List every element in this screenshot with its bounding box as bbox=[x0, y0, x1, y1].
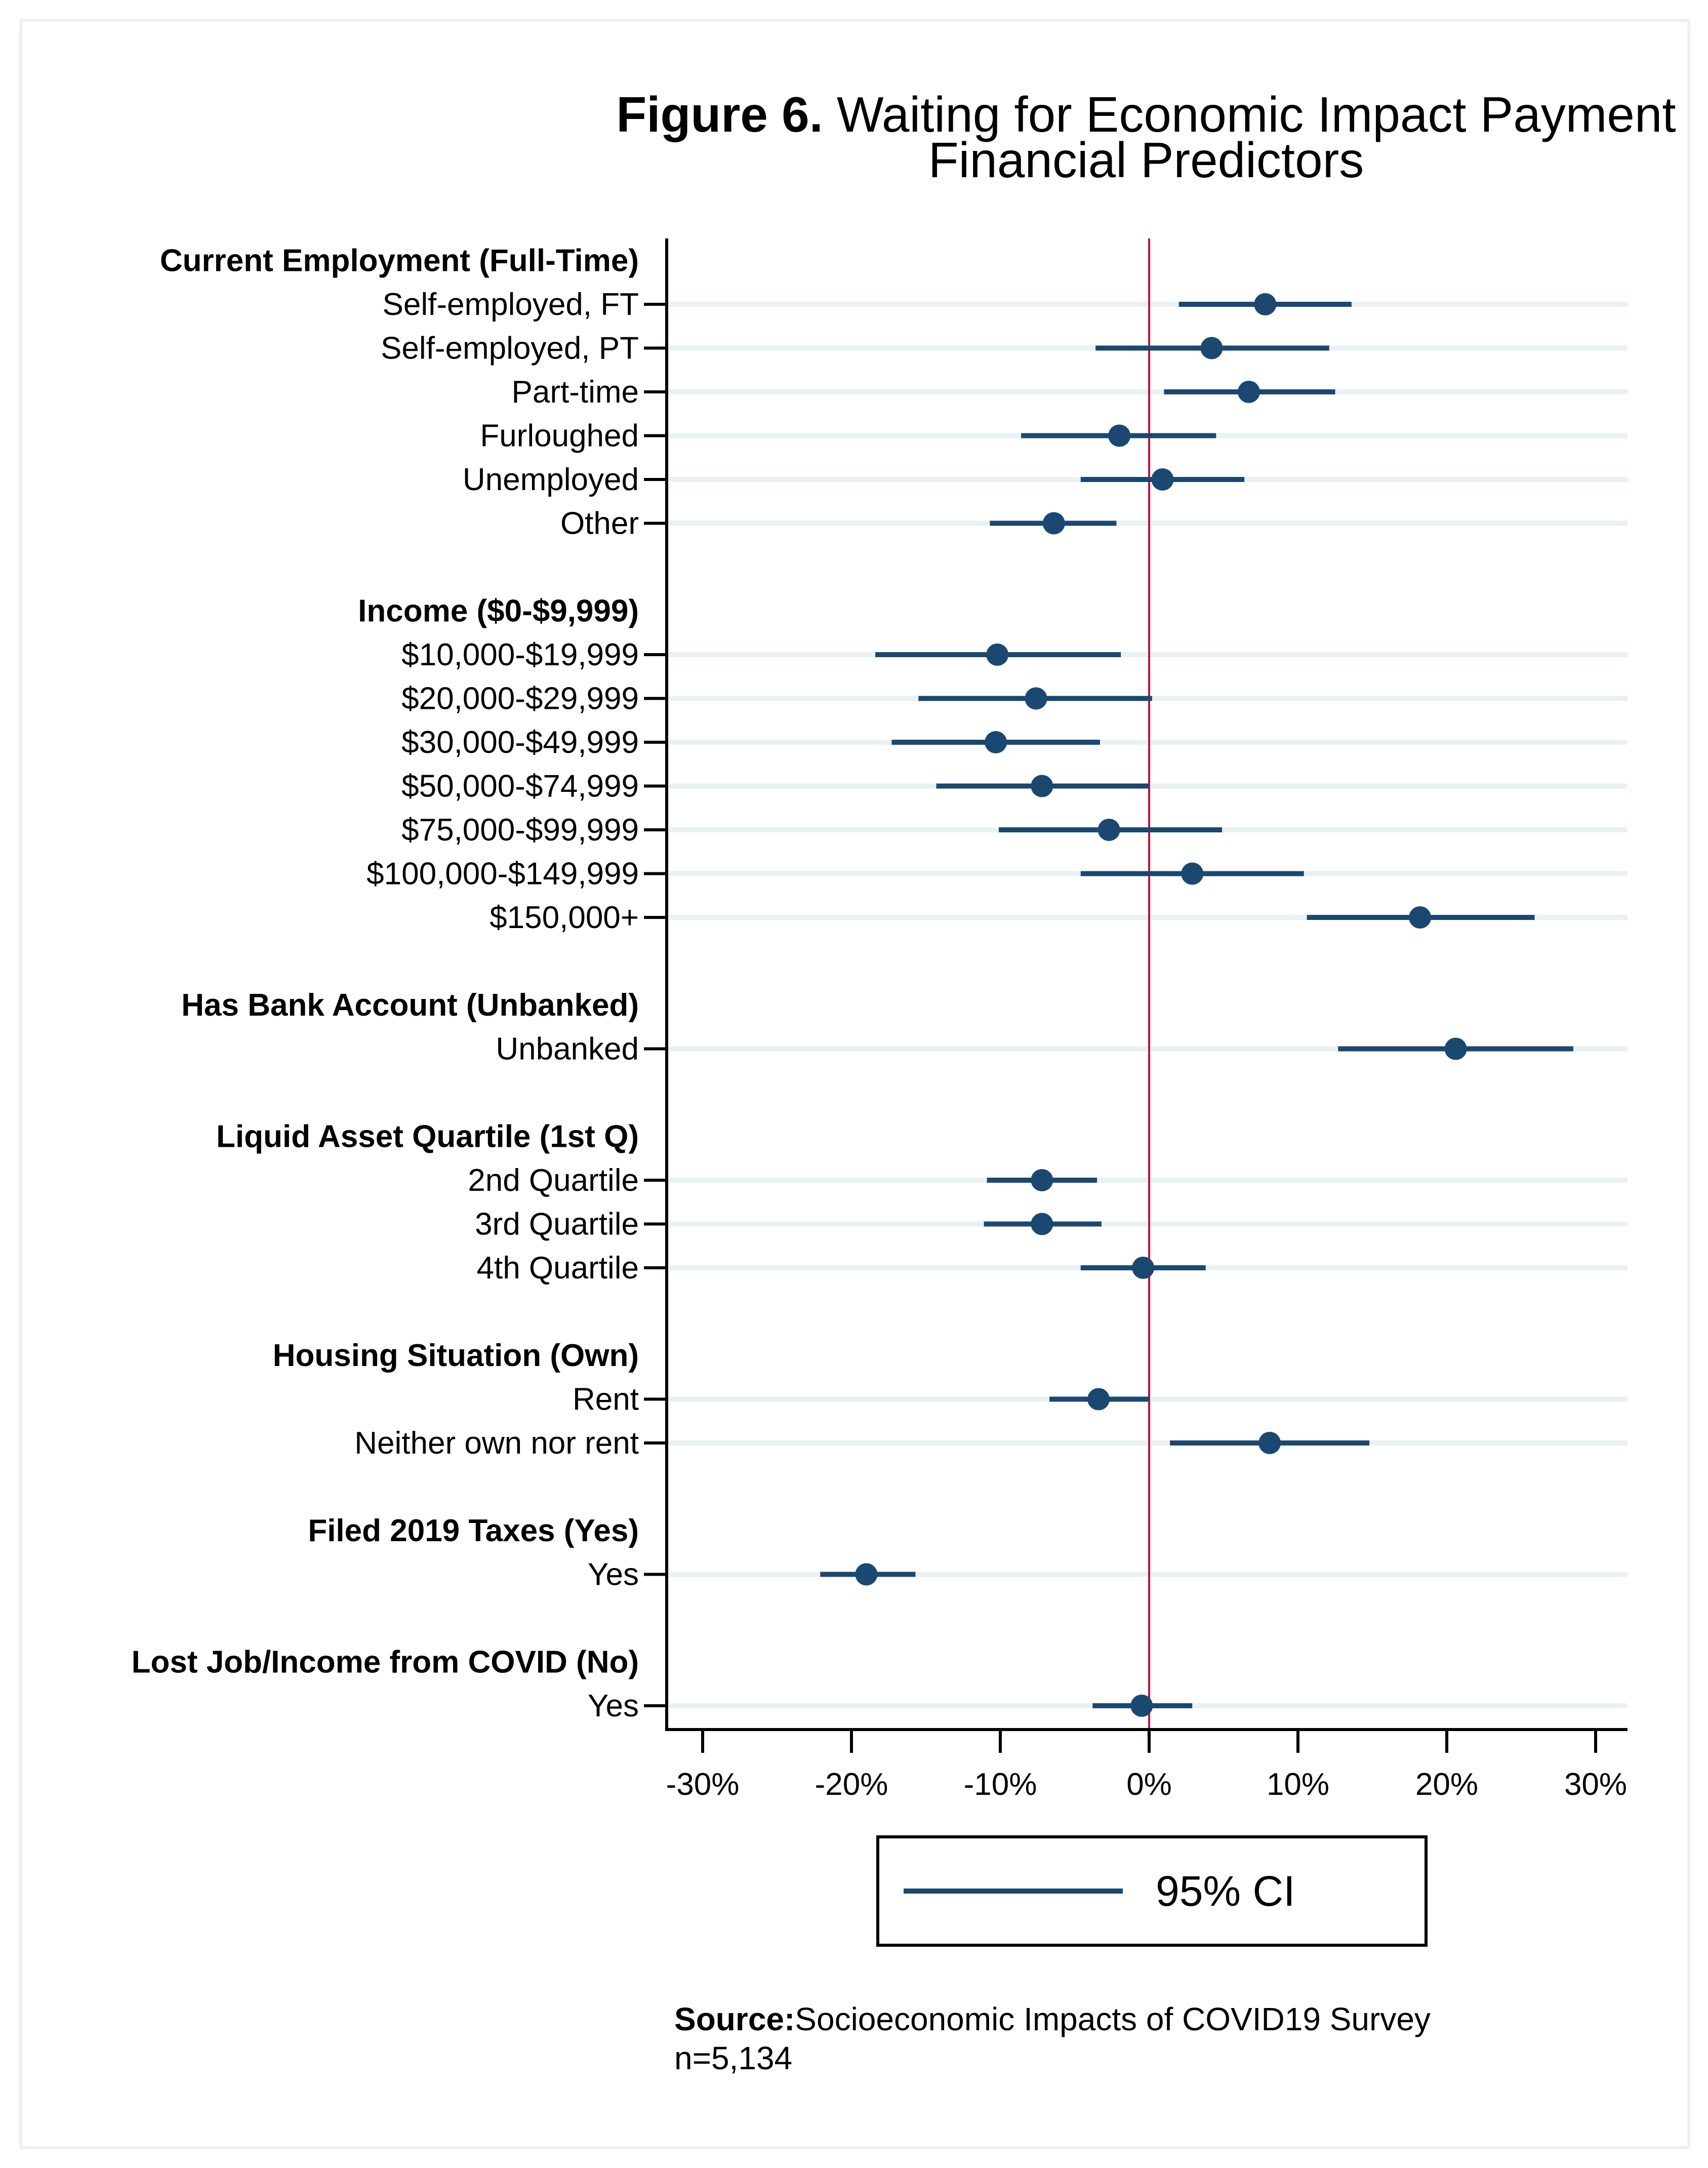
row-band bbox=[668, 520, 1628, 526]
point-estimate bbox=[986, 644, 1009, 666]
point-estimate bbox=[1237, 381, 1260, 403]
row-label: 2nd Quartile bbox=[468, 1163, 639, 1198]
point-estimate bbox=[1031, 1213, 1053, 1235]
x-tick-label: 20% bbox=[1415, 1767, 1478, 1802]
group-header: Current Employment (Full-Time) bbox=[160, 244, 639, 278]
point-estimate bbox=[1031, 775, 1053, 797]
point-estimate bbox=[1097, 819, 1120, 841]
source-label: Source: bbox=[674, 2001, 795, 2037]
legend-label: 95% CI bbox=[1156, 1867, 1295, 1915]
x-tick-label: 0% bbox=[1126, 1767, 1172, 1802]
row-label: Yes bbox=[588, 1689, 639, 1723]
point-estimate bbox=[1031, 1169, 1053, 1191]
point-estimate bbox=[1258, 1432, 1281, 1454]
x-tick-label: 30% bbox=[1564, 1767, 1627, 1802]
group-header: Lost Job/Income from COVID (No) bbox=[132, 1645, 639, 1680]
group-header: Filed 2019 Taxes (Yes) bbox=[308, 1513, 639, 1548]
source-text: Socioeconomic Impacts of COVID19 Survey bbox=[795, 2001, 1431, 2037]
point-estimate bbox=[1409, 906, 1432, 929]
row-label: 4th Quartile bbox=[476, 1251, 639, 1286]
group-header: Income ($0-$9,999) bbox=[358, 594, 639, 629]
point-estimate bbox=[1087, 1388, 1110, 1411]
sample-size: n=5,134 bbox=[674, 2040, 792, 2076]
point-estimate bbox=[1181, 862, 1204, 885]
point-estimate bbox=[1025, 687, 1047, 710]
point-estimate bbox=[1200, 337, 1223, 359]
row-label: $150,000+ bbox=[490, 900, 639, 935]
source-line: Source:Socioeconomic Impacts of COVID19 … bbox=[674, 2001, 1431, 2037]
point-estimate bbox=[1254, 293, 1277, 315]
x-tick-label: -10% bbox=[964, 1767, 1037, 1802]
row-band bbox=[668, 1440, 1628, 1446]
row-label: $100,000-$149,999 bbox=[367, 857, 639, 892]
row-band bbox=[668, 302, 1628, 307]
row-label: $30,000-$49,999 bbox=[401, 725, 639, 760]
row-label: Other bbox=[560, 506, 639, 541]
row-band bbox=[668, 1221, 1628, 1227]
row-label: Unemployed bbox=[463, 462, 639, 497]
row-label: Part-time bbox=[512, 375, 639, 410]
row-label: Self-employed, PT bbox=[381, 331, 639, 366]
row-label: $50,000-$74,999 bbox=[401, 769, 639, 804]
group-header: Liquid Asset Quartile (1st Q) bbox=[216, 1119, 639, 1154]
row-band bbox=[668, 1178, 1628, 1183]
chart-title-text: Waiting for Economic Impact Payment bbox=[823, 87, 1676, 142]
row-label: Unbanked bbox=[496, 1032, 639, 1067]
row-band bbox=[668, 740, 1628, 745]
point-estimate bbox=[1151, 468, 1174, 491]
x-tick-label: -20% bbox=[815, 1767, 888, 1802]
point-estimate bbox=[1444, 1037, 1467, 1060]
row-label: Furloughed bbox=[480, 419, 639, 454]
y-axis-labels: Current Employment (Full-Time) Self-emplo… bbox=[132, 244, 639, 1724]
chart-subtitle: Financial Predictors bbox=[928, 132, 1364, 188]
group-header: Housing Situation (Own) bbox=[273, 1338, 639, 1373]
row-label: Yes bbox=[588, 1557, 639, 1592]
x-tick-label: -30% bbox=[666, 1767, 740, 1802]
row-label: $75,000-$99,999 bbox=[401, 813, 639, 848]
point-estimates bbox=[855, 293, 1467, 1717]
point-estimate bbox=[1108, 424, 1131, 447]
row-band bbox=[668, 915, 1628, 920]
point-estimate bbox=[985, 731, 1007, 753]
point-estimate bbox=[1042, 512, 1065, 535]
row-label: Neither own nor rent bbox=[354, 1426, 639, 1461]
x-axis-ticks: -30% -20% -10% 0% 10% 20% 30% bbox=[666, 1730, 1627, 1802]
row-label: $10,000-$19,999 bbox=[401, 637, 639, 672]
chart-title: Figure 6. Waiting for Economic Impact Pa… bbox=[616, 87, 1676, 142]
group-header: Has Bank Account (Unbanked) bbox=[181, 988, 639, 1023]
row-bands bbox=[668, 302, 1628, 1708]
y-axis-ticks bbox=[644, 303, 667, 1707]
row-band bbox=[668, 1572, 1628, 1577]
row-label: $20,000-$29,999 bbox=[401, 681, 639, 716]
x-tick-label: 10% bbox=[1267, 1767, 1329, 1802]
point-estimate bbox=[1132, 1257, 1155, 1279]
row-label: Self-employed, FT bbox=[382, 287, 639, 322]
point-estimate bbox=[1130, 1695, 1153, 1717]
point-estimate bbox=[855, 1563, 878, 1586]
chart-title-figure-number: Figure 6. bbox=[616, 87, 823, 142]
row-band bbox=[668, 389, 1628, 394]
row-band bbox=[668, 1046, 1628, 1052]
row-band bbox=[668, 652, 1628, 657]
confidence-intervals bbox=[820, 302, 1573, 1708]
row-label: Rent bbox=[573, 1382, 639, 1417]
row-label: 3rd Quartile bbox=[475, 1207, 639, 1242]
figure-frame bbox=[19, 19, 1690, 2149]
